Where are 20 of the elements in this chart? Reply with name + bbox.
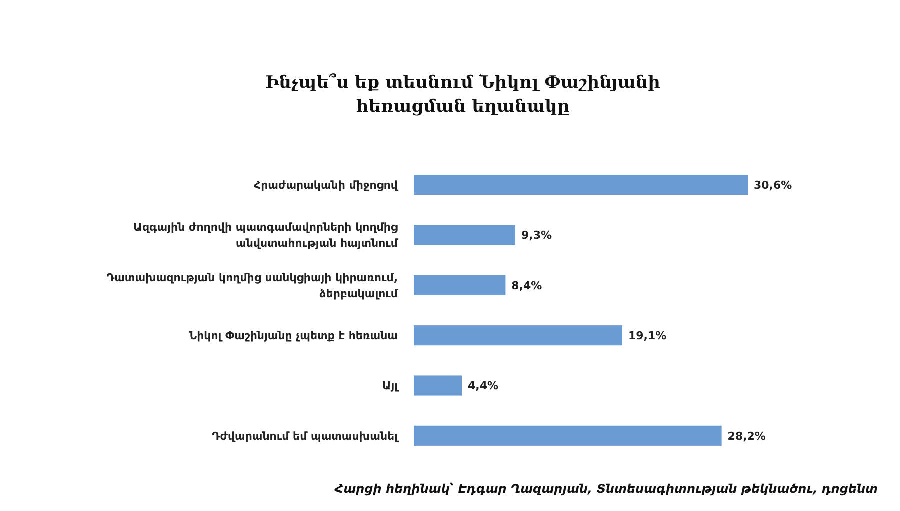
bar [414, 275, 506, 296]
data-label: 4,4% [468, 380, 499, 393]
y-tick-label: Հրաժարականի միջոցով [254, 178, 399, 192]
data-label: 30,6% [754, 178, 792, 192]
data-label: 28,2% [728, 430, 766, 443]
y-tick-label: Դատախազության կողմից սանկցիայի կիրառում, ձերբակալում [106, 271, 399, 300]
chart-title: Ինչպե՞ս եք տեսնում Նիկոլ Փաշինյանի հեռացման եղանակը [266, 73, 660, 117]
data-label: 9,3% [522, 229, 552, 242]
bar [414, 426, 722, 446]
data-label: 19,1% [628, 329, 667, 342]
data-label: 8,4% [512, 279, 542, 292]
bar [414, 326, 622, 346]
bar [414, 376, 462, 396]
bar [414, 225, 516, 246]
y-tick-label: Այլ [382, 380, 400, 393]
y-tick-label: Դժվարանում եմ պատասխանել [212, 430, 400, 443]
y-tick-label: Ազգային ժողովի պատգամավորների կողմից անվստահության հայտնում [134, 221, 399, 250]
y-tick-label: Նիկոլ Փաշինյանը չպետք է հեռանա [189, 329, 398, 342]
bar [414, 175, 748, 196]
text: Հարցի հեղինակ՝ Էդգար Ղազարյան, Տնտեսագիտության թեկնածու, դոցենտ [334, 482, 878, 496]
